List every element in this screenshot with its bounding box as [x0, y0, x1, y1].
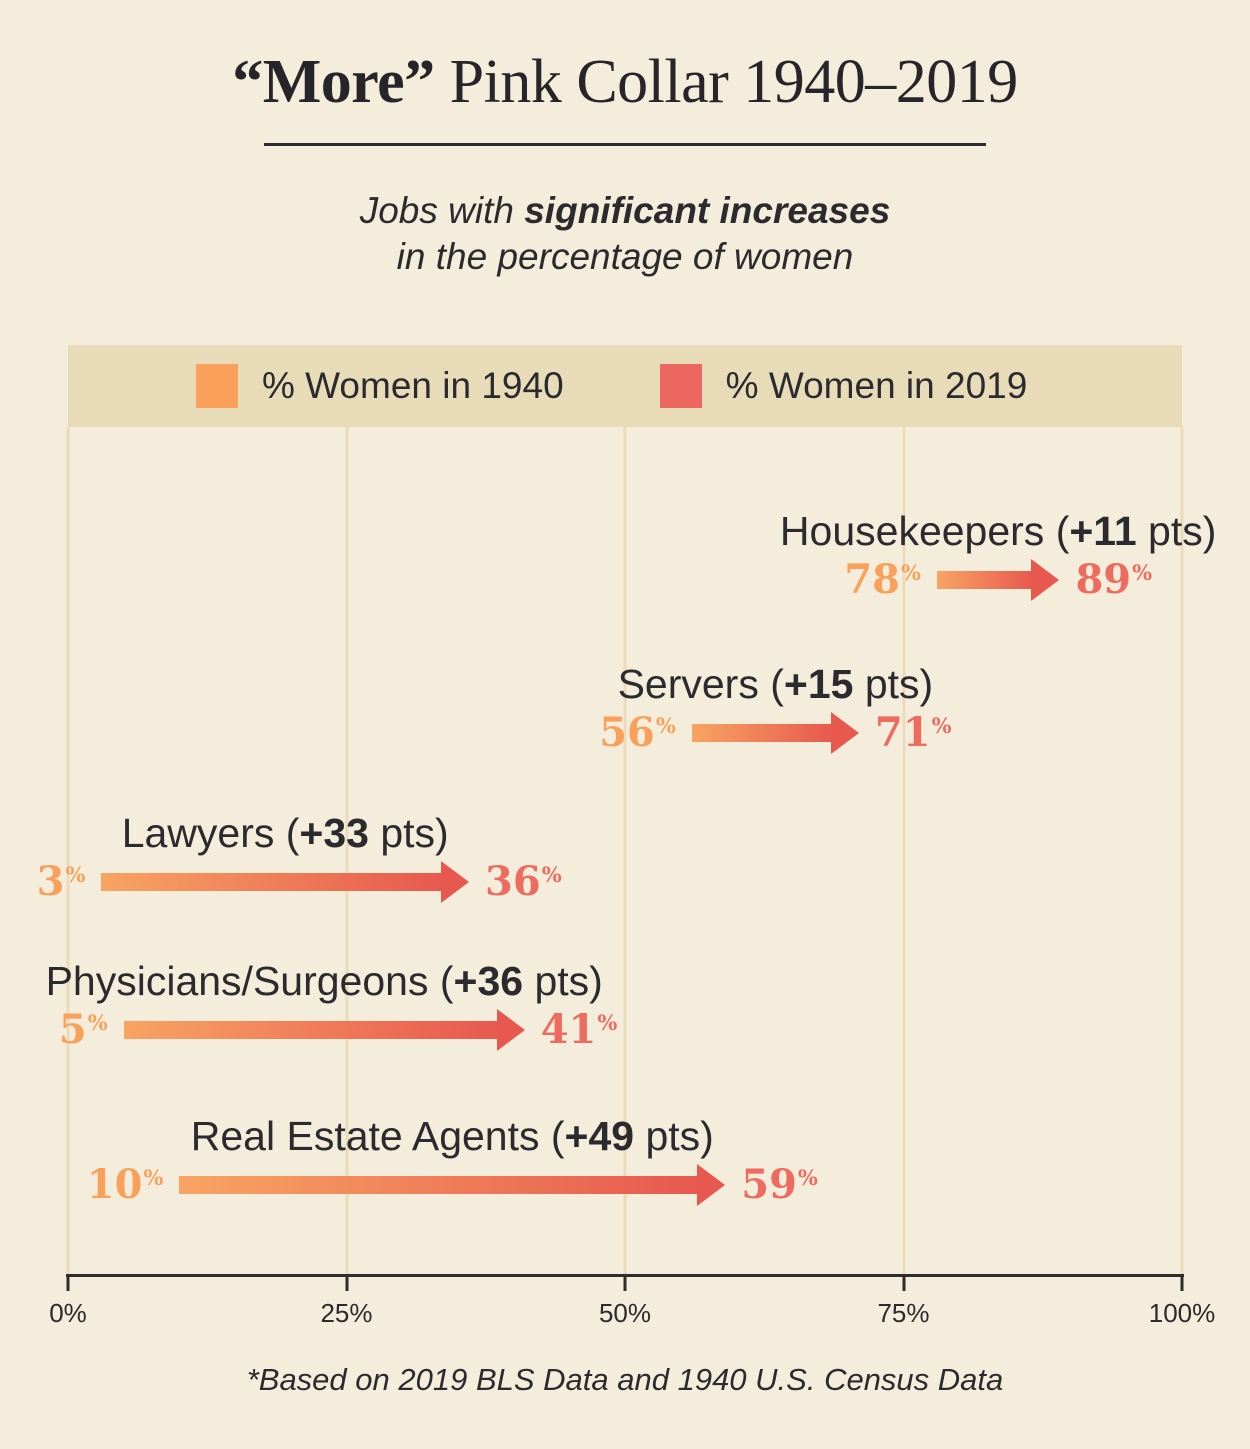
- arrow-head: [1031, 559, 1060, 601]
- arrow-shaft: [179, 1176, 699, 1194]
- gridline-25: [345, 427, 348, 1277]
- end-value: 89%: [1075, 556, 1153, 603]
- axis-tick-50: [623, 1274, 627, 1291]
- title-emphasis: “More”: [232, 48, 435, 116]
- increase-arrow-icon: [691, 712, 859, 754]
- subtitle-bold-text: significant increases: [524, 190, 891, 231]
- end-value: 41%: [540, 1006, 618, 1053]
- end-value: 36%: [485, 858, 562, 905]
- end-value: 59%: [741, 1161, 818, 1208]
- axis-tick-75: [902, 1274, 905, 1291]
- title-rest: Pink Collar 1940–2019: [434, 48, 1019, 116]
- arrow-head: [496, 1009, 525, 1051]
- legend-label-2019: % Women in 2019: [725, 365, 1028, 406]
- job-label: Lawyers (+33 pts): [121, 809, 449, 856]
- gridline-75: [902, 427, 905, 1277]
- axis-tick-label-0: 0%: [49, 1298, 87, 1328]
- start-value: 78%: [844, 556, 921, 603]
- axis-tick-0: [66, 1274, 70, 1291]
- job-row-physicians-surgeons: Physicians/Surgeons (+36 pts) 5% 41%: [46, 958, 617, 1051]
- arrow-head: [830, 712, 859, 754]
- start-value: 5%: [58, 1006, 108, 1053]
- legend-swatch-2019-icon: [659, 364, 702, 408]
- start-value: 3%: [36, 858, 86, 905]
- increase-arrow-icon: [123, 1009, 525, 1051]
- increase-arrow-icon: [179, 1164, 726, 1206]
- arrow-head: [441, 861, 470, 903]
- job-label: Physicians/Surgeons (+36 pts): [45, 957, 603, 1004]
- arrow-head: [697, 1164, 726, 1206]
- axis-tick-label-75: 75%: [877, 1298, 930, 1328]
- arrow-shaft: [101, 873, 443, 891]
- axis-tick-25: [345, 1274, 348, 1291]
- axis-tick-label-50: 50%: [598, 1298, 652, 1328]
- job-row-servers: Servers (+15 pts) 56% 71%: [599, 661, 952, 754]
- end-value: 71%: [874, 709, 952, 756]
- arrow-shaft: [123, 1021, 498, 1039]
- gridline-0: [66, 427, 70, 1277]
- subtitle-line2: in the percentage of women: [396, 235, 854, 277]
- increase-arrow-icon: [101, 861, 470, 903]
- job-label: Servers (+15 pts): [617, 660, 934, 707]
- legend-item-2019: % Women in 2019: [659, 364, 1028, 408]
- arrow-shaft: [691, 724, 832, 742]
- axis-tick-label-25: 25%: [320, 1298, 373, 1328]
- job-row-real-estate-agents: Real Estate Agents (+49 pts) 10% 59%: [87, 1113, 818, 1206]
- job-label: Housekeepers (+11 pts): [779, 507, 1217, 554]
- chart-legend: % Women in 1940 % Women in 2019: [68, 345, 1182, 427]
- gridline-50: [623, 427, 627, 1277]
- subtitle-text: Jobs with: [359, 190, 525, 231]
- start-value: 10%: [86, 1161, 164, 1208]
- legend-swatch-1940-icon: [196, 364, 238, 408]
- x-axis: 0% 25% 50% 75% 100%: [49, 1274, 1215, 1334]
- source-footnote: *Based on 2019 BLS Data and 1940 U.S. Ce…: [246, 1362, 1004, 1397]
- start-value: 56%: [599, 709, 676, 756]
- axis-tick-label-100: 100%: [1148, 1298, 1216, 1328]
- axis-tick-100: [1180, 1274, 1184, 1291]
- job-row-lawyers: Lawyers (+33 pts) 3% 36%: [37, 810, 562, 903]
- legend-label-1940: % Women in 1940: [262, 365, 564, 406]
- plot-area: Housekeepers (+11 pts) 78% 89% Servers (+15…: [37, 427, 1216, 1277]
- arrow-shaft: [936, 571, 1033, 589]
- chart-subtitle: Jobs with significant increases in the pe…: [0, 188, 1250, 280]
- title-divider: [264, 143, 986, 146]
- legend-item-1940: % Women in 1940: [196, 364, 564, 408]
- gridline-100: [1180, 427, 1184, 1277]
- job-label: Real Estate Agents (+49 pts): [190, 1112, 714, 1159]
- page-title: “More” Pink Collar 1940–2019: [0, 48, 1250, 116]
- increase-arrow-icon: [936, 559, 1060, 601]
- job-row-housekeepers: Housekeepers (+11 pts) 78% 89%: [780, 508, 1216, 601]
- header: “More” Pink Collar 1940–2019: [0, 48, 1250, 116]
